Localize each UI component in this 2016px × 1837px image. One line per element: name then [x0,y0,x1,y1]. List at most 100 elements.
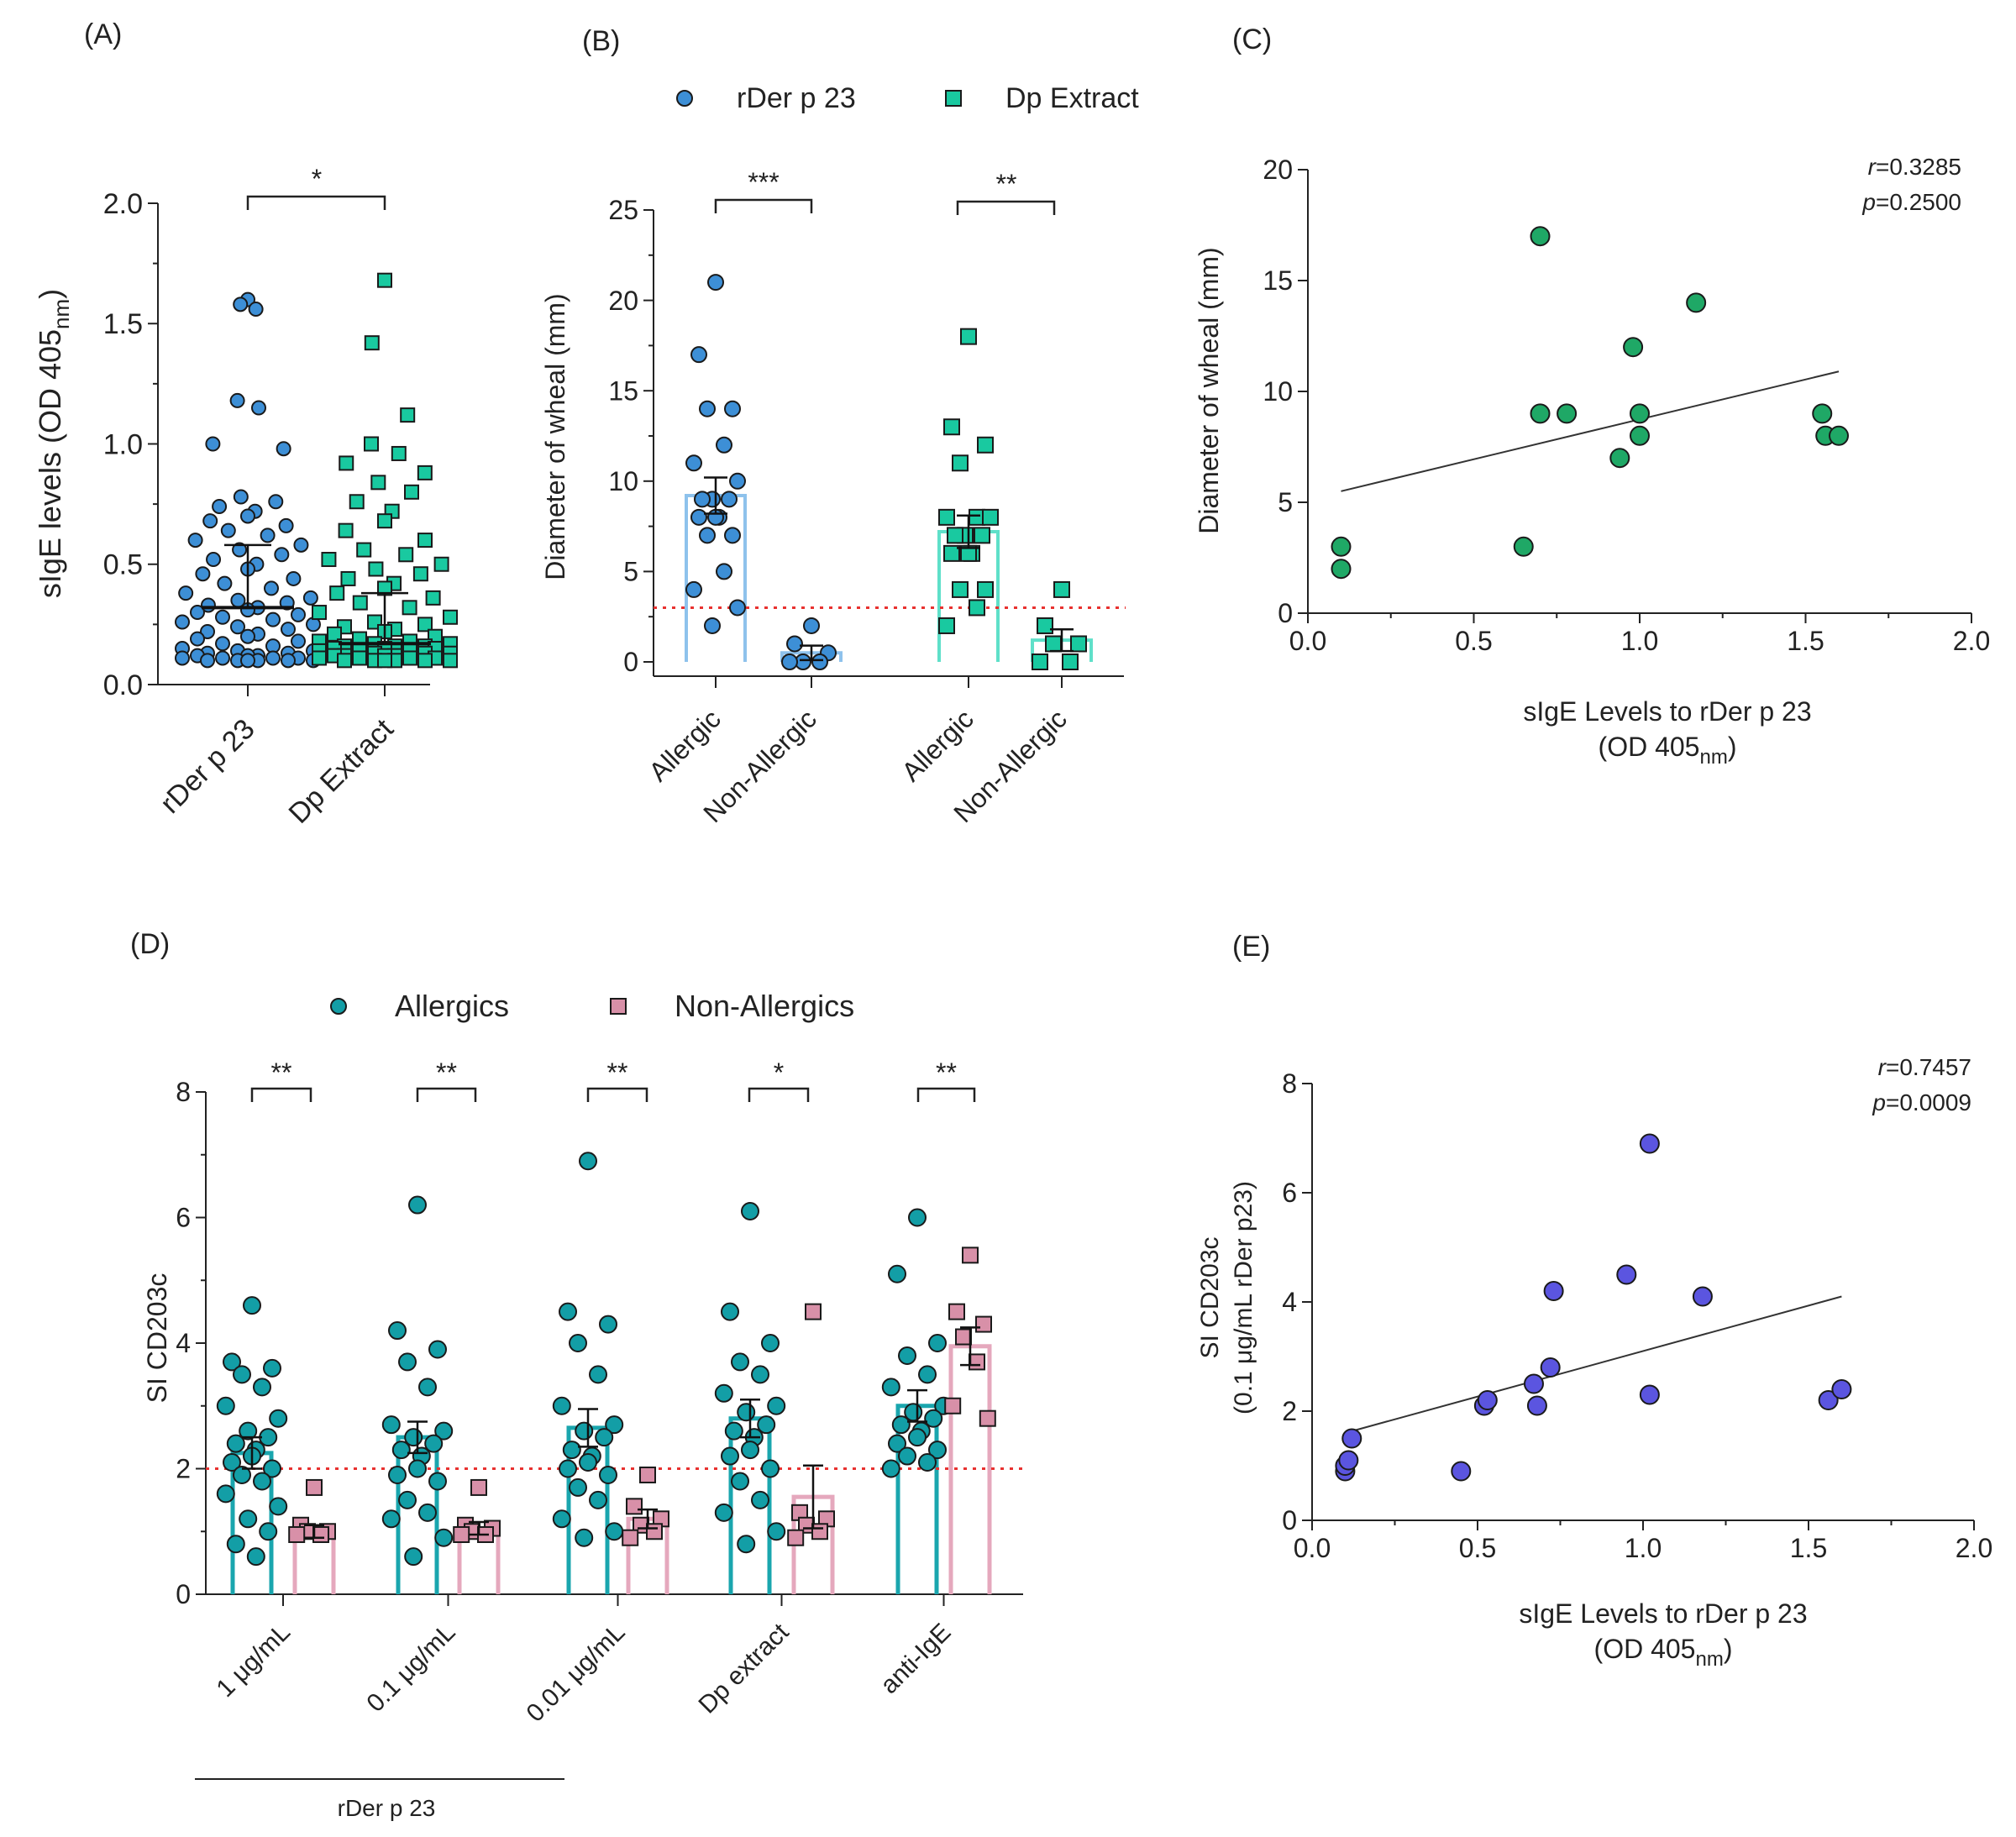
panel-a-y-tick-label: 0.5 [103,549,143,581]
panel-b-point [952,454,969,472]
panel-a-point-dp-extract [329,585,345,601]
panel-a-point-rderp23 [265,611,281,627]
panel-a-point-rderp23 [220,522,236,538]
panel-a-point-dp-extract [312,605,327,621]
panel-d-point-non-allergics [969,1353,985,1371]
panel-c-x-tick-label: 1.5 [1787,626,1824,656]
panel-d-point-allergics [216,1484,235,1504]
panel-c-r-statistic: r=0.3285 [1868,154,1961,180]
panel-c-y-tick-label: 20 [1263,155,1293,185]
panel-b-y-tick-label: 5 [623,557,638,587]
panel-a-y-tick-label: 1.5 [103,308,143,340]
panel-a-point-dp-extract [364,335,380,351]
panel-d-point-non-allergics [805,1303,822,1320]
panel-d-group-label: rDer p 23 [338,1795,436,1821]
panel-b-point [1053,580,1070,598]
panel-d-point-allergics [434,1421,454,1441]
panel-b-point [811,653,828,670]
panel-d-legend-allergics-marker [330,998,347,1015]
panel-b-point [969,599,985,617]
panel-d-point-allergics [589,1490,607,1509]
panel-d-point-allergics [741,1202,759,1221]
panel-e-label: (E) [1232,931,1270,963]
panel-d-bracket [586,1087,648,1102]
panel-b-legend-rderp23-marker [676,90,693,107]
panel-a-point-rderp23 [190,605,205,621]
panel-d-point-non-allergics [962,1247,979,1264]
panel-a-point-dp-extract [417,653,433,669]
panel-e-regression-line [1345,1295,1842,1434]
panel-d-point-allergics [881,1378,900,1397]
panel-a-point-dp-extract [364,436,379,452]
panel-d-x-axis [206,1593,1023,1606]
panel-a-point-dp-extract [377,272,392,288]
panel-d-point-allergics [434,1528,454,1547]
panel-a-point-dp-extract [339,455,354,471]
panel-d-point-allergics [428,1340,447,1359]
panel-a-point-dp-extract [337,653,352,669]
panel-d-point-allergics [418,1503,437,1522]
panel-c-x-tick-label: 0.0 [1289,626,1326,656]
panel-a-point-dp-extract [417,617,433,632]
panel-d-point-allergics [599,1315,617,1334]
panel-b-point [943,544,960,562]
panel-a-point-rderp23 [286,570,302,586]
panel-b-y-tick-label: 0 [623,647,638,677]
panel-e-x-axis-title-line2: (OD 405nm) [1594,1634,1733,1671]
panel-c-point [1829,425,1849,446]
panel-c-point [1630,403,1650,424]
panel-e-x-title-sub: nm [1695,1648,1723,1671]
panel-d-point-allergics [928,1334,947,1352]
panel-e-x-axis-title-line1: sIgE Levels to rDer p 23 [1519,1598,1807,1629]
panel-d-label: (D) [130,928,170,960]
panel-d-point-allergics [552,1396,571,1415]
panel-a-point-rderp23 [229,392,245,408]
panel-b-significance-brackets [714,198,1056,215]
panel-a-point-dp-extract [417,464,433,480]
panel-d-y-tick-label: 2 [176,1454,191,1484]
panel-d-point-allergics [579,1453,597,1472]
panel-a-point-dp-extract [338,522,354,538]
panel-d-point-allergics [569,1334,587,1352]
panel-a-point-rderp23 [215,636,230,652]
panel-a-point-rderp23 [206,552,222,568]
panel-d-point-non-allergics [955,1328,972,1346]
panel-c-r-symbol: r [1868,154,1877,180]
panel-a-point-dp-extract [425,590,441,606]
panel-a-point-rderp23 [217,575,233,591]
panel-d-point-non-allergics [944,1397,962,1414]
panel-d-point-non-allergics [646,1523,663,1540]
panel-d-point-allergics [575,1528,594,1547]
panel-a-point-rderp23 [240,628,255,644]
panel-d-bracket [916,1087,976,1102]
panel-a-point-rderp23 [178,585,194,601]
panel-e-point [1818,1390,1839,1410]
panel-d-point-allergics [398,1490,417,1509]
panel-e-x-tick-label: 0.5 [1459,1533,1496,1563]
panel-a-point-rderp23 [240,653,255,669]
panel-c-point [1530,403,1551,424]
panel-a-point-rderp23 [260,527,276,543]
panel-a-point-dp-extract [443,609,458,625]
panel-a-significance-bracket [246,195,386,210]
panel-e-x-tick-label: 1.5 [1790,1533,1827,1563]
panel-a-point-rderp23 [175,614,190,630]
panel-d-point-allergics [714,1383,733,1403]
panel-b-point [707,274,724,291]
panel-b-point [960,328,977,345]
panel-d-point-allergics [599,1465,617,1484]
panel-a-y-axis-title: sIgE levels (OD 405nm) [33,289,74,598]
panel-d-point-allergics [928,1441,947,1460]
panel-d-point-allergics [263,1459,281,1478]
panel-e-x-title-main: (OD 405 [1594,1634,1696,1664]
panel-a-point-rderp23 [302,590,318,606]
panel-a-point-dp-extract [352,595,368,611]
panel-a-label: (A) [84,18,122,50]
panel-d-point-allergics [605,1415,624,1435]
panel-d-y-tick-label: 0 [176,1579,191,1609]
panel-b-legend-dp-extract-label: Dp Extract [1005,82,1139,114]
panel-e-p-value: =0.0009 [1886,1089,1971,1115]
panel-b-y-axis-title: Diameter of wheal (mm) [540,293,570,580]
panel-d-point-allergics [269,1497,288,1516]
